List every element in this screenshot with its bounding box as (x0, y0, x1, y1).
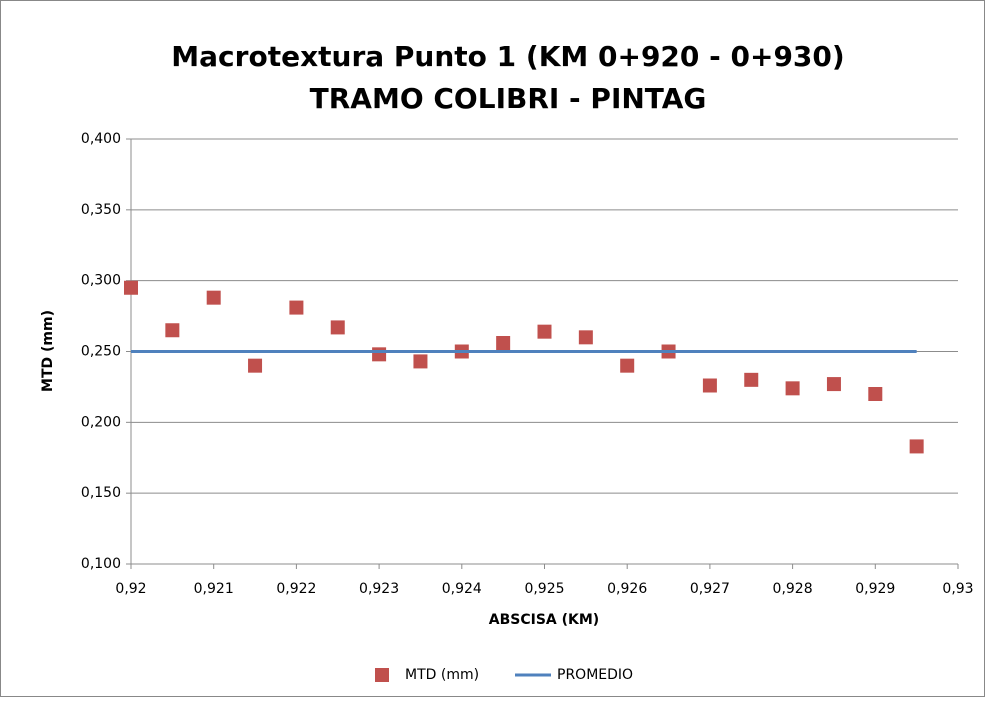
point (578, 330, 593, 345)
x-tick-label: 0,926 (607, 581, 647, 597)
x-tick-label: 0,923 (359, 581, 399, 597)
legend-swatch (375, 668, 389, 682)
point (289, 300, 304, 315)
point (537, 324, 552, 339)
x-tick-label: 0,929 (855, 581, 895, 597)
point (702, 378, 717, 393)
x-tick-label: 0,92 (115, 581, 146, 597)
x-tick-label: 0,928 (773, 581, 813, 597)
point (372, 347, 387, 362)
x-tick-label: 0,925 (524, 581, 564, 597)
x-tick-label: 0,927 (690, 581, 730, 597)
y-tick-label: 0,150 (81, 485, 121, 501)
point (413, 354, 428, 369)
point (165, 323, 180, 338)
point (124, 280, 138, 295)
x-tick-label: 0,922 (276, 581, 316, 597)
point (496, 336, 511, 350)
point (330, 320, 345, 335)
point (826, 377, 841, 392)
chart-subtitle: TRAMO COLIBRI - PINTAG (310, 82, 707, 115)
point (909, 439, 924, 454)
chart-title: Macrotextura Punto 1 (KM 0+920 - 0+930) (171, 40, 844, 73)
x-tick-label: 0,93 (942, 581, 973, 597)
y-tick-label: 0,200 (81, 414, 121, 430)
point (248, 358, 263, 373)
point (206, 290, 221, 305)
x-tick-label: 0,924 (442, 581, 482, 597)
y-tick-label: 0,300 (81, 273, 121, 289)
x-tick-label: 0,921 (194, 581, 234, 597)
x-axis-title: ABSCISA (KM) (489, 612, 599, 628)
y-tick-label: 0,250 (81, 344, 121, 360)
point (744, 372, 759, 387)
y-tick-label: 0,100 (81, 556, 121, 572)
point (785, 381, 800, 396)
y-axis-title: MTD (mm) (40, 310, 56, 392)
point (868, 387, 883, 401)
y-tick-label: 0,400 (81, 131, 121, 147)
point (620, 358, 635, 373)
y-tick-label: 0,350 (81, 202, 121, 218)
legend-label: PROMEDIO (557, 667, 633, 683)
legend-label: MTD (mm) (405, 667, 479, 683)
